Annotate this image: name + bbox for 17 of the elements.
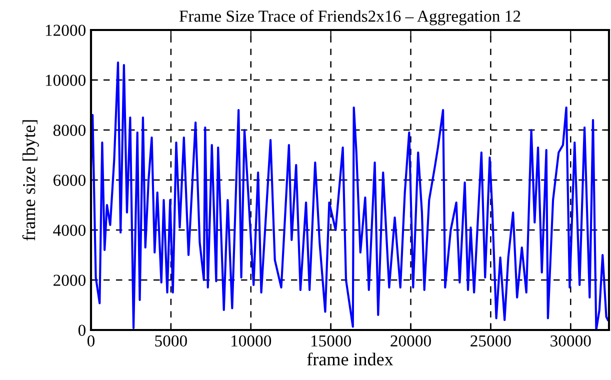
x-tick-label: 10000 xyxy=(232,335,272,347)
y-tick-label: 12000 xyxy=(46,24,86,36)
x-tick-label: 30000 xyxy=(550,335,591,347)
chart-title: Frame Size Trace of Friends2x16 – Aggregation 12 xyxy=(179,10,520,26)
y-tick-label: 10000 xyxy=(46,74,86,86)
y-axis-title: frame size [byte] xyxy=(22,120,39,241)
y-tick-label: 4000 xyxy=(53,224,86,236)
y-tick-label: 0 xyxy=(78,324,86,336)
x-tick-label: 5000 xyxy=(155,335,187,347)
x-tick-label: 20000 xyxy=(390,335,431,347)
x-tick-label: 25000 xyxy=(470,335,511,347)
y-tick-label: 8000 xyxy=(53,124,86,136)
x-axis-title: frame index xyxy=(307,352,394,366)
x-tick-label: 0 xyxy=(87,335,95,347)
y-tick-label: 6000 xyxy=(54,174,86,186)
x-tick-label: 15000 xyxy=(311,335,352,347)
y-tick-label: 2000 xyxy=(54,274,86,286)
